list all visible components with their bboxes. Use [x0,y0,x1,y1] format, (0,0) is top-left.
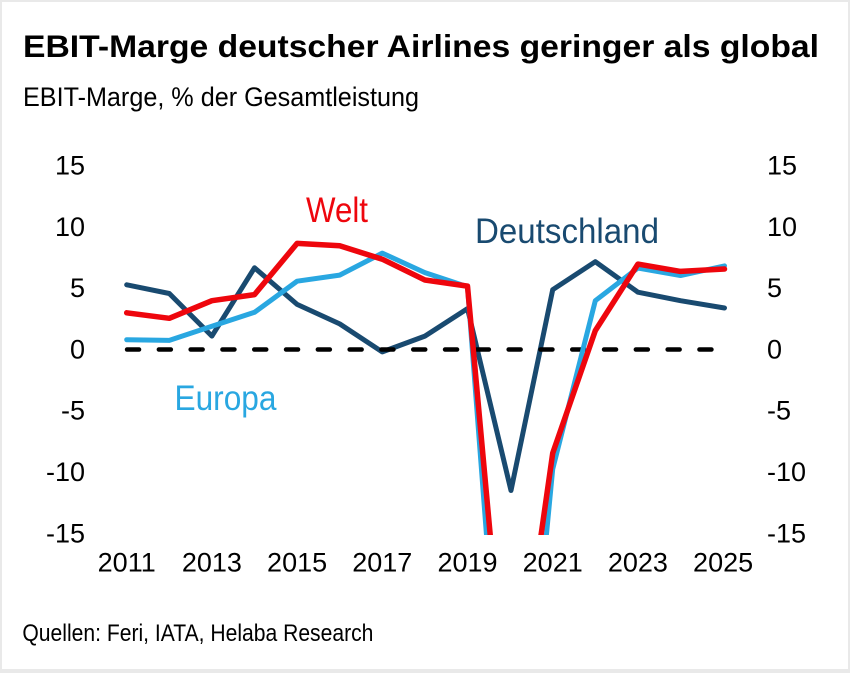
svg-text:EBIT-Marge, % der Gesamtleistu: EBIT-Marge, % der Gesamtleistung [23,82,419,112]
svg-text:-15: -15 [46,518,85,548]
svg-text:15: 15 [55,151,85,181]
svg-text:2011: 2011 [98,548,156,578]
svg-text:15: 15 [767,151,797,181]
svg-text:-10: -10 [46,457,85,487]
svg-text:EBIT-Marge deutscher Airlines: EBIT-Marge deutscher Airlines geringer a… [23,28,819,64]
svg-text:5: 5 [767,273,782,303]
svg-text:2025: 2025 [693,548,753,578]
svg-text:2021: 2021 [523,548,583,578]
svg-text:10: 10 [767,212,797,242]
svg-text:-5: -5 [61,396,85,426]
svg-text:-5: -5 [767,396,791,426]
svg-text:Europa: Europa [175,378,277,418]
svg-text:10: 10 [55,212,85,242]
svg-text:Quellen: Feri, IATA, Helaba Re: Quellen: Feri, IATA, Helaba Research [22,620,373,647]
svg-text:Welt: Welt [306,190,368,230]
svg-text:2015: 2015 [267,548,327,578]
svg-text:0: 0 [767,334,782,364]
svg-text:2013: 2013 [182,548,242,578]
svg-text:-10: -10 [767,457,806,487]
svg-text:Deutschland: Deutschland [475,211,659,251]
svg-text:0: 0 [70,334,85,364]
svg-text:5: 5 [70,273,85,303]
svg-text:2017: 2017 [352,548,412,578]
svg-text:2019: 2019 [437,548,497,578]
svg-text:-15: -15 [767,518,806,548]
svg-text:2023: 2023 [608,548,668,578]
